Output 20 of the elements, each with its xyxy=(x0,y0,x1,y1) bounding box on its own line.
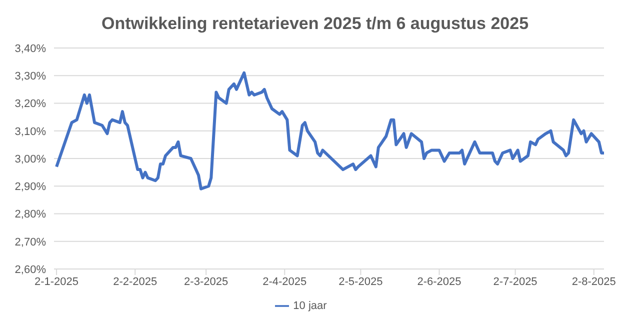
x-tick-label: 2-3-2025 xyxy=(184,276,228,288)
y-tick-label: 2,70% xyxy=(14,236,46,248)
x-tick-label: 2-6-2025 xyxy=(417,276,462,288)
x-tick-label: 2-4-2025 xyxy=(262,276,307,288)
y-tick-label: 3,10% xyxy=(14,126,46,138)
y-tick-label: 3,00% xyxy=(14,153,46,166)
y-tick-label: 2,80% xyxy=(14,208,46,221)
x-tick-label: 2-5-2025 xyxy=(338,276,383,288)
x-tick-label: 2-1-2025 xyxy=(34,276,79,288)
x-tick-label: 2-2-2025 xyxy=(113,276,158,288)
chart-title: Ontwikkeling rentetarieven 2025 t/m 6 augustus 2025 xyxy=(100,13,530,35)
x-tick-label: 2-8-2025 xyxy=(572,276,616,288)
y-tick-label: 3,30% xyxy=(14,70,46,83)
x-tick-label: 2-7-2025 xyxy=(493,276,538,288)
y-tick-label: 3,40% xyxy=(14,42,46,55)
legend-label: 10 jaar xyxy=(293,300,327,312)
y-tick-label: 3,20% xyxy=(14,98,46,110)
y-tick-label: 2,90% xyxy=(14,181,46,194)
y-tick-label: 2,60% xyxy=(14,264,46,276)
line-series xyxy=(55,71,604,190)
